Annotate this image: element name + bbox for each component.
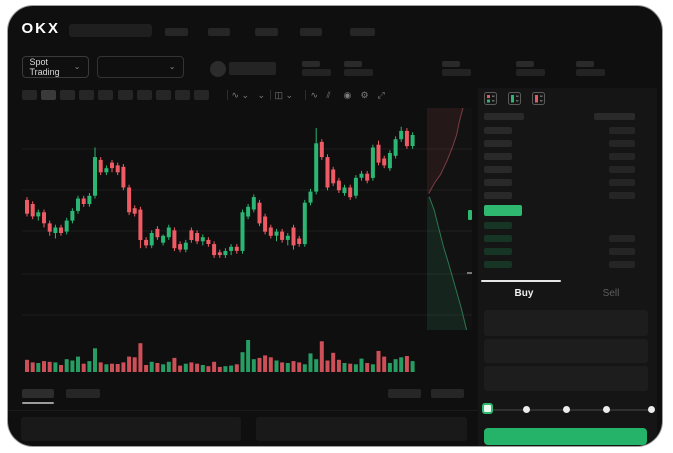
- book-view-asks-icon[interactable]: [531, 91, 545, 105]
- slider-step-dot[interactable]: [602, 405, 610, 413]
- stat-value-placeholder: [515, 68, 545, 76]
- settings-icon[interactable]: ⚙: [360, 89, 369, 100]
- market-type-label: Spot Trading: [29, 56, 60, 77]
- bid-qty-placeholder: [608, 234, 635, 242]
- ask-qty-placeholder: [608, 139, 635, 147]
- book-column-header: [593, 112, 635, 120]
- slider-step-dot[interactable]: [562, 405, 570, 413]
- timeframe-button[interactable]: [79, 89, 95, 100]
- timeframe-button[interactable]: [117, 89, 133, 100]
- timeframe-button[interactable]: [136, 89, 152, 100]
- stat-label-placeholder: [575, 60, 594, 67]
- depth-chart[interactable]: [426, 107, 472, 330]
- nav-item[interactable]: [254, 27, 278, 36]
- line-tool-icon[interactable]: ∿: [310, 89, 319, 100]
- toolbar-divider: [304, 89, 306, 100]
- stat-label-placeholder: [441, 60, 460, 67]
- orders-row-placeholder: [20, 416, 241, 441]
- bid-price-placeholder[interactable]: [483, 248, 512, 256]
- toolbar-divider: [269, 89, 271, 100]
- nav-item[interactable]: [164, 27, 188, 36]
- ask-price-placeholder[interactable]: [483, 178, 512, 186]
- stat-value-placeholder: [441, 68, 471, 76]
- bid-price-placeholder[interactable]: [483, 234, 512, 242]
- stat-label-placeholder: [515, 60, 534, 67]
- orders-link-placeholder[interactable]: [387, 388, 421, 398]
- bid-price-placeholder[interactable]: [483, 221, 512, 229]
- ask-price-placeholder[interactable]: [483, 191, 512, 199]
- timeframe-button[interactable]: [155, 89, 171, 100]
- ask-price-placeholder[interactable]: [483, 126, 512, 134]
- slider-step-dot[interactable]: [522, 405, 530, 413]
- stat-label-placeholder: [301, 60, 320, 67]
- order-input-0[interactable]: [483, 309, 648, 336]
- slider-step-dot[interactable]: [647, 405, 655, 413]
- last-price-badge: [483, 204, 522, 216]
- app-window: OKX Spot Trading ⌄ ⌄: [7, 5, 663, 447]
- market-type-dropdown[interactable]: Spot Trading ⌄: [21, 55, 89, 78]
- bid-price-placeholder[interactable]: [483, 261, 512, 269]
- nav-item[interactable]: [349, 27, 375, 36]
- ask-qty-placeholder: [608, 178, 635, 186]
- timeframe-button[interactable]: [175, 89, 191, 100]
- chevron-down-icon: ⌄: [168, 62, 176, 71]
- ask-price-placeholder[interactable]: [483, 152, 512, 160]
- stat-value-placeholder: [575, 68, 605, 76]
- ask-price-placeholder[interactable]: [483, 139, 512, 147]
- camera-icon[interactable]: ◉: [343, 89, 352, 100]
- timeframe-button[interactable]: [98, 89, 114, 100]
- orders-link-placeholder[interactable]: [430, 388, 464, 398]
- chevron-down-icon: ⌄: [73, 62, 81, 71]
- timeframe-button[interactable]: [21, 89, 37, 100]
- timeframe-button[interactable]: [194, 89, 210, 100]
- fullscreen-icon[interactable]: ⤢: [377, 89, 385, 100]
- bid-qty-placeholder: [608, 261, 635, 269]
- chart-type-icon[interactable]: ⌄: [257, 89, 266, 100]
- buy-button[interactable]: [483, 427, 647, 445]
- indicators-icon[interactable]: ∿ ⌄: [231, 89, 250, 100]
- active-tab-indicator: [480, 279, 561, 282]
- candlestick-chart[interactable]: [21, 108, 472, 374]
- search-input[interactable]: [68, 23, 152, 37]
- book-column-header: [483, 112, 524, 120]
- orders-tab-1[interactable]: [65, 388, 100, 398]
- book-view-all-icon[interactable]: [483, 91, 497, 105]
- compare-icon[interactable]: ◫ ⌄: [274, 89, 294, 100]
- active-tab-underline: [21, 401, 54, 404]
- order-input-2[interactable]: [483, 365, 648, 391]
- timeframe-button[interactable]: [59, 89, 75, 100]
- ask-qty-placeholder: [608, 126, 635, 134]
- ask-qty-placeholder: [608, 152, 635, 160]
- orders-tab-0[interactable]: [21, 388, 54, 398]
- okx-logo: OKX: [21, 19, 61, 37]
- pair-dropdown[interactable]: ⌄: [96, 55, 184, 78]
- ask-price-placeholder[interactable]: [483, 165, 512, 173]
- bid-qty-placeholder: [608, 248, 635, 256]
- ask-qty-placeholder: [608, 191, 635, 199]
- stat-label-placeholder: [343, 60, 362, 67]
- tab-buy[interactable]: Buy: [514, 287, 534, 299]
- toolbar-divider: [226, 89, 228, 100]
- nav-item[interactable]: [299, 27, 322, 36]
- order-input-1[interactable]: [483, 338, 648, 363]
- coin-icon: [209, 60, 226, 77]
- stat-value-placeholder: [343, 68, 373, 76]
- stat-value-placeholder: [301, 68, 331, 76]
- pair-name-placeholder: [228, 61, 276, 75]
- ask-qty-placeholder: [608, 165, 635, 173]
- tab-sell[interactable]: Sell: [602, 287, 620, 299]
- nav-item[interactable]: [207, 27, 230, 36]
- draw-icon[interactable]: ⫽: [326, 89, 331, 100]
- timeframe-button[interactable]: [40, 89, 56, 100]
- slider-handle[interactable]: [481, 402, 493, 414]
- book-view-bids-icon[interactable]: [507, 91, 521, 105]
- divider: [8, 409, 478, 411]
- orders-row-placeholder: [255, 416, 467, 441]
